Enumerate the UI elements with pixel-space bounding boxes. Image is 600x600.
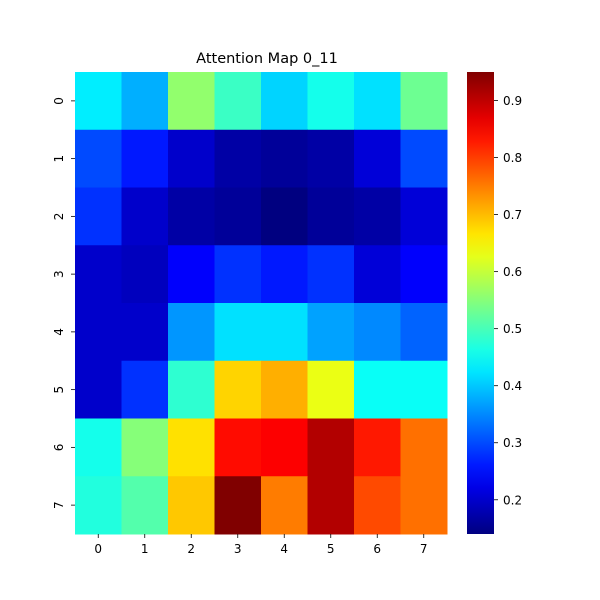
colorbar-tick-label: 0.9 (503, 94, 522, 108)
heatmap-cell-2-6 (354, 187, 401, 246)
heatmap-cell-0-1 (121, 72, 169, 131)
y-tick-label: 5 (52, 386, 66, 394)
colorbar-tick-label: 0.5 (503, 322, 522, 336)
y-tick-label: 1 (52, 155, 66, 163)
heatmap-cell-2-3 (214, 187, 262, 246)
y-tick-label: 0 (52, 97, 66, 105)
colorbar-axis: 0.2 0.3 0.4 0.5 0.6 0.7 0.8 0.9 (494, 94, 522, 507)
heatmap-cell-3-5 (307, 245, 355, 304)
x-tick-label: 7 (420, 542, 428, 556)
heatmap-cell-2-2 (168, 187, 215, 246)
heatmap-cell-7-7 (400, 476, 448, 535)
heatmap-cell-7-0 (75, 476, 122, 535)
heatmap-cell-4-0 (75, 303, 122, 362)
heatmap-cell-6-1 (121, 418, 169, 477)
heatmap-cell-6-7 (400, 418, 448, 477)
heatmap-cell-0-7 (400, 72, 448, 131)
heatmap-cell-3-4 (261, 245, 308, 304)
colorbar-tick-label: 0.3 (503, 436, 522, 450)
y-tick-label: 2 (52, 213, 66, 221)
heatmap-cell-6-4 (261, 418, 308, 477)
heatmap-cell-2-4 (261, 187, 308, 246)
colorbar (467, 72, 494, 534)
heatmap-cell-1-3 (214, 129, 262, 188)
heatmap-cell-6-3 (214, 418, 262, 477)
y-axis: 0 1 2 3 4 5 6 7 (52, 97, 75, 509)
heatmap-cell-3-2 (168, 245, 215, 304)
heatmap-cell-1-1 (121, 129, 169, 188)
heatmap-cell-5-3 (214, 360, 262, 419)
heatmap-cell-3-6 (354, 245, 401, 304)
heatmap-cell-6-6 (354, 418, 401, 477)
colorbar-tick-label: 0.7 (503, 208, 522, 222)
heatmap-cell-4-7 (400, 303, 448, 362)
x-tick-label: 6 (373, 542, 381, 556)
colorbar-tick-label: 0.2 (503, 493, 522, 507)
heatmap-cell-4-5 (307, 303, 355, 362)
heatmap-cell-7-4 (261, 476, 308, 535)
heatmap-cells (75, 72, 448, 535)
heatmap-cell-3-0 (75, 245, 122, 304)
heatmap-cell-1-7 (400, 129, 448, 188)
heatmap-cell-1-5 (307, 129, 355, 188)
x-tick-label: 5 (327, 542, 335, 556)
heatmap-cell-5-4 (261, 360, 308, 419)
heatmap-cell-6-0 (75, 418, 122, 477)
x-tick-label: 0 (94, 542, 102, 556)
heatmap-cell-2-1 (121, 187, 169, 246)
heatmap-cell-6-2 (168, 418, 215, 477)
heatmap-cell-5-6 (354, 360, 401, 419)
heatmap-cell-5-7 (400, 360, 448, 419)
colorbar-tick-label: 0.6 (503, 265, 522, 279)
y-tick-label: 6 (52, 444, 66, 452)
y-tick-label: 7 (52, 501, 66, 509)
heatmap-cell-4-6 (354, 303, 401, 362)
heatmap-cell-5-2 (168, 360, 215, 419)
x-tick-label: 4 (280, 542, 288, 556)
heatmap-cell-3-3 (214, 245, 262, 304)
heatmap-cell-5-1 (121, 360, 169, 419)
heatmap-cell-7-2 (168, 476, 215, 535)
heatmap-cell-0-3 (214, 72, 262, 131)
heatmap-cell-0-2 (168, 72, 215, 131)
y-tick-label: 3 (52, 270, 66, 278)
colorbar-tick-label: 0.4 (503, 379, 522, 393)
heatmap-cell-5-0 (75, 360, 122, 419)
x-tick-label: 1 (141, 542, 149, 556)
heatmap-cell-2-7 (400, 187, 448, 246)
colorbar-tick-label: 0.8 (503, 151, 522, 165)
heatmap-cell-4-1 (121, 303, 169, 362)
heatmap-cell-3-1 (121, 245, 169, 304)
heatmap-cell-1-2 (168, 129, 215, 188)
heatmap-cell-3-7 (400, 245, 448, 304)
heatmap-cell-7-3 (214, 476, 262, 535)
heatmap-cell-5-5 (307, 360, 355, 419)
heatmap-cell-0-6 (354, 72, 401, 131)
heatmap-cell-4-3 (214, 303, 262, 362)
x-tick-label: 3 (234, 542, 242, 556)
x-axis: 0 1 2 3 4 5 6 7 (94, 534, 428, 556)
heatmap-cell-2-5 (307, 187, 355, 246)
heatmap-cell-7-6 (354, 476, 401, 535)
x-tick-label: 2 (187, 542, 195, 556)
heatmap-cell-6-5 (307, 418, 355, 477)
heatmap-cell-2-0 (75, 187, 122, 246)
heatmap-cell-1-6 (354, 129, 401, 188)
heatmap-cell-0-0 (75, 72, 122, 131)
heatmap-cell-1-4 (261, 129, 308, 188)
heatmap-cell-7-1 (121, 476, 169, 535)
heatmap-cell-4-2 (168, 303, 215, 362)
heatmap-cell-0-4 (261, 72, 308, 131)
y-tick-label: 4 (52, 328, 66, 336)
heatmap-cell-1-0 (75, 129, 122, 188)
heatmap-cell-4-4 (261, 303, 308, 362)
heatmap-cell-0-5 (307, 72, 355, 131)
heatmap-cell-7-5 (307, 476, 355, 535)
chart-title: Attention Map 0_11 (196, 51, 338, 67)
